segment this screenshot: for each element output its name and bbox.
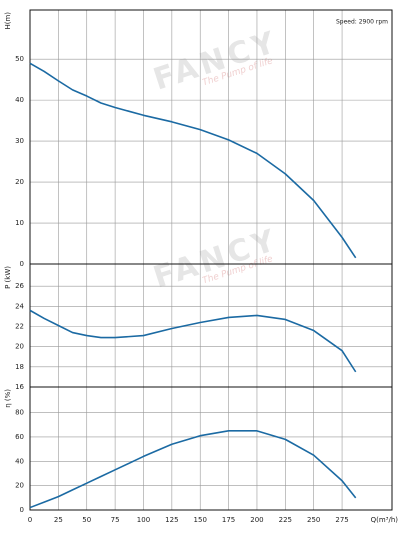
y-tick-label: 20 bbox=[15, 343, 24, 351]
y-tick-label: 20 bbox=[15, 178, 24, 186]
watermark: FANCY The Pump of life FANCY The Pump of… bbox=[149, 24, 283, 295]
y-tick-label: 60 bbox=[15, 433, 24, 441]
x-tick-label: 0 bbox=[28, 516, 32, 524]
y-axis-label: H(m) bbox=[4, 12, 12, 30]
y-tick-label: 18 bbox=[15, 363, 24, 371]
y-tick-label: 22 bbox=[15, 323, 24, 331]
x-tick-label: 75 bbox=[111, 516, 120, 524]
y-tick-label: 40 bbox=[15, 96, 24, 104]
y-axis-label: P (kW) bbox=[4, 266, 12, 289]
y-tick-label: 30 bbox=[15, 137, 24, 145]
y-tick-label: 50 bbox=[15, 55, 24, 63]
y-tick-label: 0 bbox=[20, 260, 24, 268]
curve bbox=[29, 62, 357, 259]
y-tick-label: 20 bbox=[15, 482, 24, 490]
x-tick-label: 100 bbox=[137, 516, 150, 524]
curve bbox=[29, 309, 357, 373]
x-axis-label: Q(m³/h) bbox=[371, 516, 399, 524]
x-tick-label: 250 bbox=[307, 516, 320, 524]
x-tick-label: 200 bbox=[250, 516, 263, 524]
annotation: Speed: 2900 rpm bbox=[336, 19, 388, 26]
y-tick-label: 10 bbox=[15, 219, 24, 227]
y-axis-label: η (%) bbox=[4, 389, 12, 408]
x-tick-label: 125 bbox=[165, 516, 178, 524]
y-tick-label: 24 bbox=[15, 302, 24, 310]
y-tick-label: 0 bbox=[20, 506, 24, 514]
x-tick-label: 50 bbox=[82, 516, 91, 524]
x-tick-label: 150 bbox=[194, 516, 207, 524]
y-tick-label: 16 bbox=[15, 383, 24, 391]
plot-frame bbox=[29, 386, 393, 511]
x-tick-label: 25 bbox=[54, 516, 63, 524]
x-tick-label: 225 bbox=[279, 516, 292, 524]
x-tick-label: 275 bbox=[335, 516, 348, 524]
y-tick-label: 80 bbox=[15, 409, 24, 417]
y-tick-label: 40 bbox=[15, 457, 24, 465]
x-tick-label: 175 bbox=[222, 516, 235, 524]
curve bbox=[29, 430, 357, 509]
y-tick-label: 26 bbox=[15, 282, 24, 290]
